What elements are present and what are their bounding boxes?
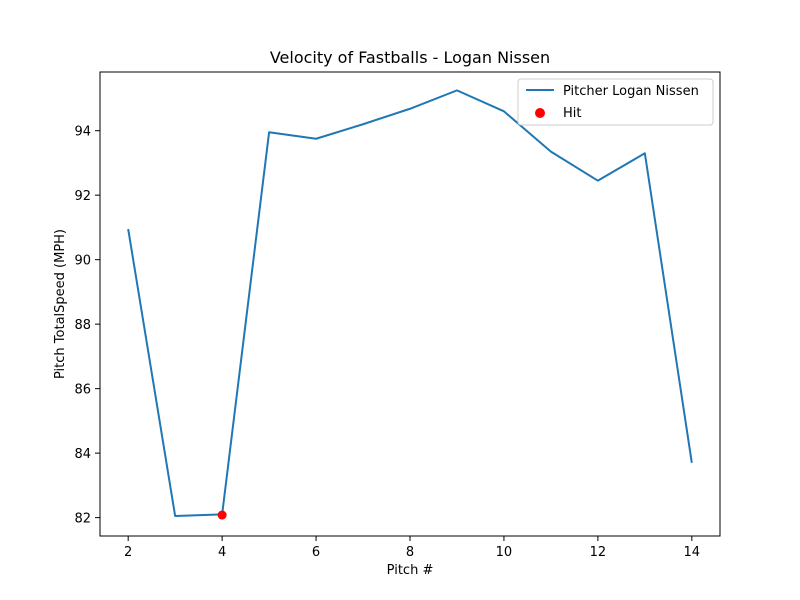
x-axis-label: Pitch # (387, 563, 434, 578)
y-tick-label: 84 (74, 447, 91, 462)
hit-marker (217, 510, 227, 520)
x-tick-label: 6 (312, 545, 320, 560)
series-layer (127, 89, 693, 520)
legend: Pitcher Logan Nissen Hit (517, 78, 714, 126)
x-axis: 2 4 6 8 10 12 14 (124, 536, 700, 560)
y-tick-label: 92 (74, 189, 91, 204)
y-tick-label: 82 (74, 512, 91, 527)
y-tick-label: 94 (74, 125, 91, 140)
y-tick-label: 90 (74, 254, 91, 269)
plot-area-frame (99, 71, 721, 537)
legend-box (517, 78, 714, 126)
series-line (127, 89, 693, 518)
y-tick-label: 88 (74, 318, 91, 333)
legend-label-scatter-series: Hit (563, 106, 581, 121)
x-tick-label: 2 (124, 545, 132, 560)
x-tick-label: 12 (590, 545, 607, 560)
y-axis-label: Pitch TotalSpeed (MPH) (53, 229, 68, 379)
x-tick-label: 4 (218, 545, 226, 560)
chart-title: Velocity of Fastballs - Logan Nissen (270, 48, 550, 67)
x-tick-label: 10 (496, 545, 513, 560)
y-axis: 82 84 86 88 90 92 94 (74, 125, 100, 527)
legend-label-line-series: Pitcher Logan Nissen (563, 84, 699, 99)
y-tick-label: 86 (74, 383, 91, 398)
x-tick-label: 14 (684, 545, 701, 560)
x-tick-label: 8 (406, 545, 414, 560)
legend-dot-swatch (535, 108, 545, 118)
